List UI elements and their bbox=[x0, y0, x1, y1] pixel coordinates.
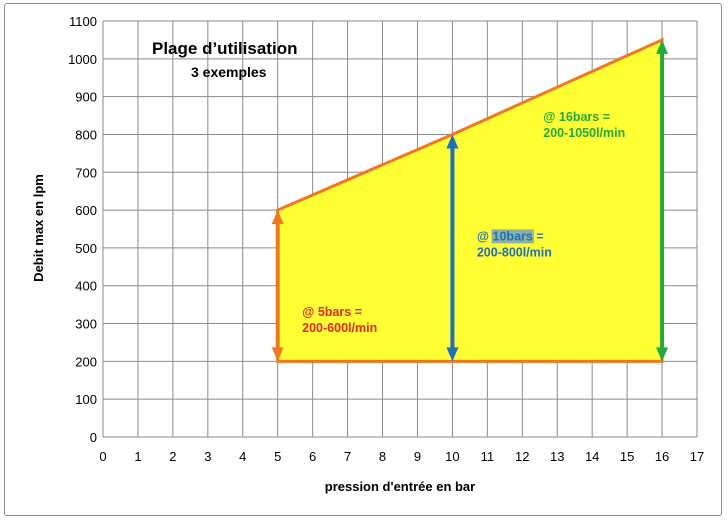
arrow-head-down bbox=[446, 347, 459, 362]
example-label-line2: 200-800l/min bbox=[477, 245, 552, 259]
example-labels: @ 5bars = 200-600l/min @ 10bars = 200-800l/… bbox=[302, 110, 625, 335]
x-tick-label: 14 bbox=[585, 449, 599, 464]
arrow-head-down bbox=[656, 347, 669, 362]
arrow-head-up bbox=[446, 134, 459, 149]
y-tick-label: 400 bbox=[75, 279, 97, 294]
y-tick-label: 600 bbox=[75, 203, 97, 218]
highlight-box bbox=[491, 229, 534, 244]
example-highlight: 16bars bbox=[559, 110, 599, 124]
x-axis-title: pression d'entrée en bar bbox=[325, 479, 475, 494]
x-tick-label: 6 bbox=[309, 449, 316, 464]
y-tick-label: 1100 bbox=[69, 14, 97, 29]
label-10bar: @ 10bars = 200-800l/min bbox=[477, 229, 552, 259]
y-axis-title: Debit max en lpm bbox=[31, 174, 46, 282]
arrow-head-up bbox=[656, 39, 669, 54]
example-label-line2: 200-600l/min bbox=[302, 321, 377, 335]
arrow-16bar bbox=[656, 39, 669, 362]
arrow-5bar bbox=[271, 210, 284, 362]
x-tick-label: 8 bbox=[379, 449, 386, 464]
x-tick-label: 7 bbox=[344, 449, 351, 464]
x-tick-label: 5 bbox=[274, 449, 281, 464]
x-tick-label: 10 bbox=[445, 449, 459, 464]
example-label-line1: @ 10bars = bbox=[477, 229, 544, 243]
x-tick-label: 9 bbox=[414, 449, 421, 464]
x-tick-label: 16 bbox=[655, 449, 669, 464]
label-5bar: @ 5bars = 200-600l/min bbox=[302, 305, 377, 335]
y-tick-label: 200 bbox=[75, 354, 97, 369]
x-tick-label: 15 bbox=[620, 449, 634, 464]
x-tick-label: 13 bbox=[550, 449, 564, 464]
y-tick-label: 500 bbox=[75, 241, 97, 256]
example-arrows bbox=[271, 39, 669, 362]
y-tick-label: 700 bbox=[75, 165, 97, 180]
example-label-line1: @ 16bars = bbox=[543, 110, 610, 124]
example-label-line1: @ 5bars = bbox=[302, 305, 362, 319]
example-label-line2: 200-1050l/min bbox=[543, 126, 625, 140]
x-tick-label: 2 bbox=[169, 449, 176, 464]
chart-subtitle: 3 exemples bbox=[191, 64, 267, 80]
x-tick-label: 11 bbox=[481, 449, 495, 464]
chart-title: Plage d’utilisation bbox=[152, 39, 297, 58]
y-tick-label: 800 bbox=[75, 127, 97, 142]
label-16bar: @ 16bars = 200-1050l/min bbox=[543, 110, 625, 140]
tick-labels: 0 1 2 3 4 5 6 7 8 9 10 11 12 13 14 15 16 1701002003004005… bbox=[68, 14, 704, 464]
x-tick-label: 17 bbox=[690, 449, 704, 464]
arrow-head-up bbox=[271, 210, 284, 225]
y-tick-label: 300 bbox=[75, 317, 97, 332]
x-tick-label: 3 bbox=[204, 449, 211, 464]
y-tick-label: 0 bbox=[90, 430, 97, 445]
y-tick-label: 900 bbox=[75, 90, 97, 105]
y-tick-label: 100 bbox=[75, 392, 97, 407]
x-tick-label: 1 bbox=[134, 449, 141, 464]
x-tick-label: 0 bbox=[99, 449, 106, 464]
x-tick-label: 4 bbox=[239, 449, 246, 464]
arrow-10bar bbox=[446, 134, 459, 362]
arrow-head-down bbox=[271, 347, 284, 362]
example-highlight: 10bars bbox=[493, 229, 533, 243]
x-tick-label: 12 bbox=[515, 449, 529, 464]
example-highlight: 5bars bbox=[318, 305, 351, 319]
y-tick-label: 1000 bbox=[68, 52, 97, 67]
